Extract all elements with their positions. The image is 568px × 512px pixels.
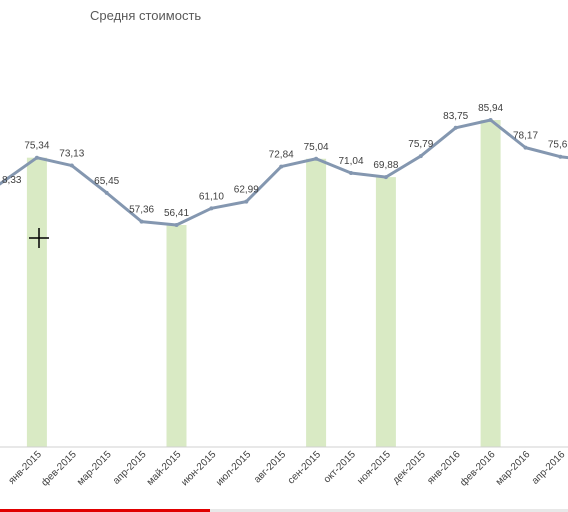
- data-label: 69,88: [373, 160, 398, 171]
- data-point: [453, 125, 458, 130]
- x-tick-label: дек-2015: [391, 449, 428, 486]
- data-label: 62,99: [234, 185, 259, 196]
- chart-title: Средня стоимость: [90, 8, 201, 23]
- crosshair-cursor-icon: [29, 228, 49, 248]
- video-progress-bar[interactable]: [0, 509, 568, 512]
- data-point: [139, 219, 144, 224]
- x-tick-label: фев-2015: [39, 448, 79, 488]
- data-label: 72,84: [269, 150, 294, 161]
- x-tick-label: ноя-2015: [355, 449, 393, 487]
- highlight-bar-янв-2015: [26, 157, 47, 447]
- data-point: [558, 154, 563, 159]
- data-point: [418, 154, 423, 159]
- data-label: 57,36: [129, 205, 154, 216]
- data-point: [209, 206, 214, 211]
- data-label: 75,34: [24, 141, 49, 152]
- highlight-bar-май-2015: [166, 225, 187, 447]
- x-tick-label: апр-2016: [530, 449, 568, 487]
- x-tick-label: фев-2016: [458, 448, 498, 488]
- data-point: [523, 145, 528, 150]
- data-point: [488, 118, 493, 122]
- data-label: 78,17: [513, 131, 538, 142]
- data-label: 75,79: [408, 139, 433, 150]
- data-label: 75,04: [304, 142, 329, 153]
- data-label: 73,13: [59, 149, 84, 160]
- x-tick-label: июл-2015: [214, 449, 253, 488]
- data-point: [349, 170, 353, 175]
- data-point: [69, 163, 74, 168]
- x-tick-label: сен-2015: [286, 449, 324, 487]
- data-point: [244, 199, 249, 204]
- highlight-bar-фев-2016: [480, 120, 501, 447]
- x-tick-label: апр-2015: [111, 449, 149, 487]
- x-tick-label: мар-2016: [494, 449, 533, 488]
- data-label: 83,75: [443, 111, 468, 122]
- x-tick-label: авг-2015: [252, 449, 288, 485]
- x-tick-label: май-2015: [145, 449, 184, 488]
- data-label: 85,94: [478, 103, 503, 114]
- data-label: 75,61: [548, 140, 568, 151]
- series-line: [0, 118, 568, 227]
- x-tick-label: июн-2015: [179, 449, 218, 488]
- data-point: [174, 223, 179, 227]
- data-point: [279, 164, 284, 169]
- data-label: 65,45: [94, 176, 119, 187]
- highlight-bar-сен-2015: [306, 158, 327, 447]
- highlight-bar-ноя-2015: [375, 177, 396, 447]
- data-label: 71,04: [338, 156, 363, 167]
- data-point: [104, 190, 109, 195]
- video-progress-fill: [0, 509, 211, 512]
- data-point: [314, 156, 319, 161]
- x-tick-label: мар-2015: [75, 449, 114, 488]
- data-label: 56,41: [164, 208, 189, 219]
- data-point: [383, 175, 388, 180]
- data-label: 61,10: [199, 191, 224, 202]
- x-tick-label: окт-2015: [322, 449, 359, 486]
- data-point: [34, 155, 39, 160]
- data-label-partial: 8,33: [2, 175, 22, 186]
